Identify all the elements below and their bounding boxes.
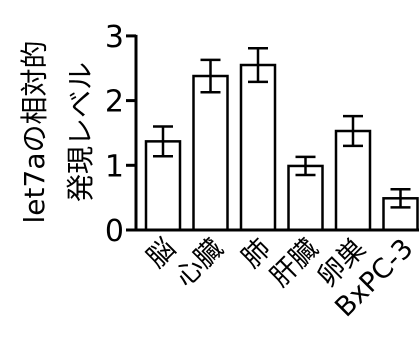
y-axis-label-line: 発現レベル bbox=[64, 62, 97, 202]
y-tick-label: 0 bbox=[105, 214, 124, 249]
bar bbox=[192, 74, 229, 232]
y-axis: 0 1 2 3 bbox=[105, 20, 138, 249]
bar bbox=[239, 63, 277, 232]
y-tick-label: 1 bbox=[105, 149, 124, 184]
bars bbox=[144, 46, 419, 232]
y-tick-label: 2 bbox=[105, 85, 124, 120]
x-tick-label: 肝臓 bbox=[264, 233, 324, 293]
bar bbox=[287, 164, 324, 232]
x-tick-label: 心臓 bbox=[169, 233, 229, 293]
y-axis-label-line: let7aの相対的 bbox=[18, 41, 51, 224]
y-tick-label: 3 bbox=[105, 20, 124, 55]
y-axis-label: let7aの相対的 発現レベル bbox=[18, 41, 97, 224]
